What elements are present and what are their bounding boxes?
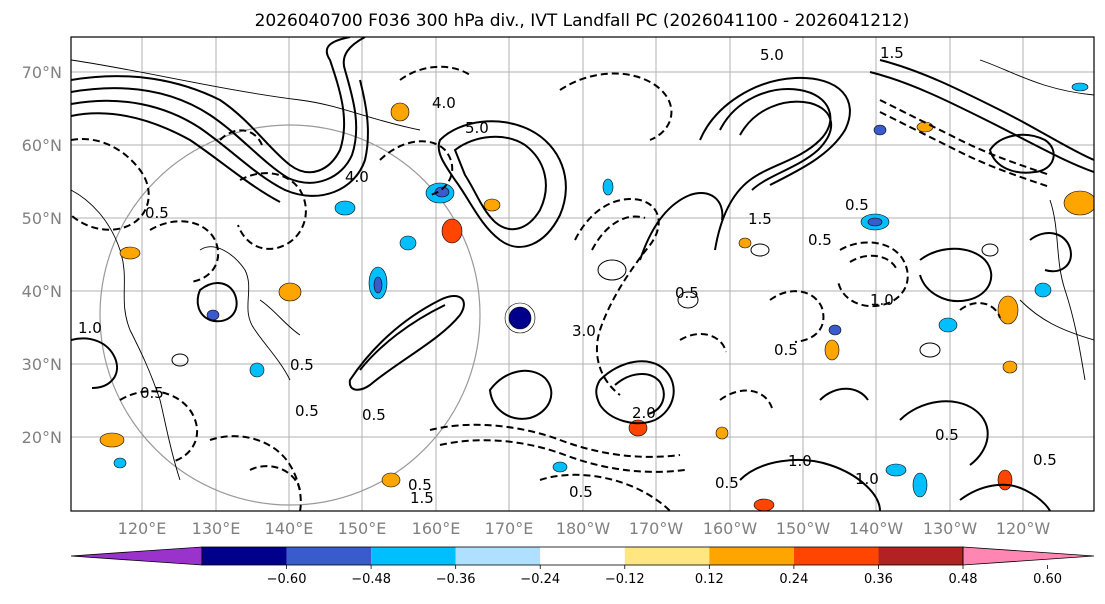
lon-label: 170°W	[629, 519, 684, 538]
contour-label: 3.0	[572, 322, 596, 340]
colorbar-segment	[202, 547, 287, 565]
colorbar-tick-label: −0.24	[520, 572, 560, 587]
contour-label: 0.5	[774, 341, 798, 359]
contour-label: 1.0	[788, 452, 812, 470]
contour-label: 0.5	[675, 284, 699, 302]
contour-label: 1.0	[78, 319, 102, 337]
thin-contours	[171, 243, 999, 367]
gridlines	[71, 37, 1094, 511]
contour-label: 1.5	[410, 489, 434, 507]
contour-label: 0.5	[808, 231, 832, 249]
lat-label-40n: 40°N	[22, 282, 62, 301]
dashed-contours	[71, 65, 1051, 511]
colorbar-segment	[286, 547, 372, 565]
lon-label: 120°W	[996, 519, 1051, 538]
lon-label: 160°E	[412, 519, 461, 538]
lon-label: 120°E	[118, 519, 167, 538]
contour-label: 5.0	[760, 46, 784, 64]
lon-label: 130°E	[192, 519, 241, 538]
contour-label: 4.0	[432, 94, 456, 112]
lat-label-70n: 70°N	[22, 63, 62, 82]
colorbar-segment	[540, 547, 625, 565]
coastlines	[71, 59, 1094, 481]
contour-label: 1.0	[870, 291, 894, 309]
contour-label: 1.5	[748, 210, 772, 228]
colorbar-segment	[793, 547, 879, 565]
lat-label-30n: 30°N	[22, 355, 62, 374]
lon-label: 170°E	[485, 519, 534, 538]
lon-label: 160°W	[703, 519, 758, 538]
map-title: 2026040700 F036 300 hPa div., IVT Landfa…	[255, 11, 910, 31]
contour-labels: 4.0 5.0 5.0 4.0 1.5 0.5 0.5 0.5 1.0 0.5 …	[78, 44, 1057, 507]
colorbar-extend-low	[70, 546, 203, 566]
colorbar-tick-label: −0.36	[436, 572, 476, 587]
contour-label: 0.5	[145, 204, 169, 222]
colorbar-tick-label: 0.12	[695, 572, 724, 587]
colorbar-tick-label: −0.60	[267, 572, 307, 587]
lon-label: 150°E	[338, 519, 387, 538]
landfall-circle	[99, 124, 481, 506]
colorbar: −0.60 −0.48 −0.36 −0.24 −0.12 0.12 0.24 0.36 0.4…	[70, 546, 1095, 587]
colorbar-segment	[624, 547, 710, 565]
colorbar-tick-label: −0.12	[605, 572, 645, 587]
lon-label: 140°W	[849, 519, 904, 538]
colorbar-segment	[371, 547, 456, 565]
lon-label: 130°W	[923, 519, 978, 538]
colorbar-tick-label: 0.24	[779, 572, 808, 587]
contour-label: 5.0	[465, 119, 489, 137]
lat-label-60n: 60°N	[22, 136, 62, 155]
colorbar-segment	[709, 547, 794, 565]
lat-label-50n: 50°N	[22, 209, 62, 228]
longitude-labels: 120°E 130°E 140°E 150°E 160°E 170°E 180°…	[118, 519, 1051, 538]
latitude-labels: 70°N 60°N 50°N 40°N 30°N 20°N	[22, 63, 62, 447]
colorbar-tick-label: 0.48	[949, 572, 978, 587]
colorbar-tick-label: −0.48	[351, 572, 391, 587]
colorbar-outline	[201, 546, 964, 566]
lat-label-20n: 20°N	[22, 428, 62, 447]
map-content: 4.0 5.0 5.0 4.0 1.5 0.5 0.5 0.5 1.0 0.5 …	[71, 37, 1094, 511]
contour-label: 0.5	[140, 384, 164, 402]
lon-label: 150°W	[776, 519, 831, 538]
lon-label: 140°E	[265, 519, 314, 538]
solid-contours	[71, 37, 1094, 511]
contour-label: 0.5	[408, 476, 432, 494]
colorbar-tick-label: 0.60	[1033, 572, 1062, 587]
contour-label: 4.0	[345, 168, 369, 186]
colorbar-segment	[878, 547, 963, 565]
contour-label: 0.5	[295, 402, 319, 420]
contour-label: 1.0	[855, 470, 879, 488]
lon-label: 180°W	[556, 519, 611, 538]
colorbar-tick-label: 0.36	[864, 572, 893, 587]
contour-label: 0.5	[935, 426, 959, 444]
contour-label: 1.5	[880, 44, 904, 62]
contour-label: 0.5	[845, 196, 869, 214]
contour-label: 0.5	[569, 483, 593, 501]
contour-label: 2.0	[632, 404, 656, 422]
contour-label: 0.5	[362, 406, 386, 424]
contour-label: 0.5	[290, 356, 314, 374]
contour-label: 0.5	[1033, 451, 1057, 469]
contour-label: 0.5	[715, 474, 739, 492]
map-border	[70, 36, 1095, 512]
colorbar-extend-high	[962, 546, 1095, 566]
colorbar-segment	[455, 547, 541, 565]
